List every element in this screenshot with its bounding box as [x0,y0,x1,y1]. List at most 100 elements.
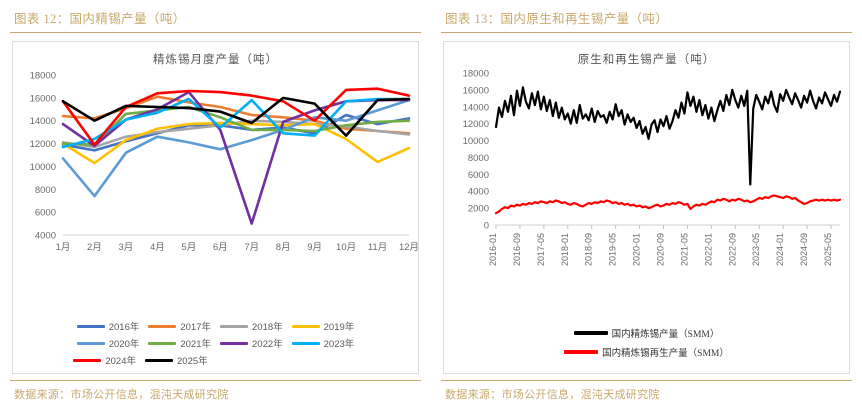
y-axis-tick-label: 2000 [468,204,489,215]
legend-item-label: 2019年 [323,322,355,333]
series-line-国内精炼锡再生产量（SMM） [494,194,842,215]
legend-item-label: 2022年 [252,339,283,350]
left-caption-rule [10,32,421,33]
legend-item-2025年[interactable]: 2025年 [145,353,208,367]
y-axis-tick-label: 14000 [463,102,489,113]
left-figure-panel: 图表 12：国内精锡产量（吨） 精炼锡月度产量（吨） 4000 6000 8000 1… [10,12,421,401]
right-source-note: 数据来源：市场公开信息，混沌天成研究院 [445,389,660,401]
legend-item-label: 2023年 [323,339,355,350]
series-line-2021年 [61,105,411,146]
x-axis-tick-label: 2020-01 [632,233,642,266]
legend-swatch-icon [220,324,248,328]
legend-row-2: 2020年 2021年 2022年 2023年 [13,336,418,350]
x-axis-tick-label: 2019-05 [608,233,618,266]
legend-swatch-icon [220,341,248,345]
legend-swatch-icon [73,358,102,362]
right-plot-area: 0 2000 4000 6000 8000 10000 12000 14000 16000 180… [444,67,849,294]
legend-item-label: 2024年 [105,356,136,367]
legend-item-label: 2018年 [252,322,283,333]
legend-item-2022年[interactable]: 2022年 [220,336,283,350]
legend-row-1: 2016年 2017年 2018年 2019年 [13,319,418,333]
x-axis-tick-label: 2016-01 [488,233,498,266]
left-chart-title: 精炼锡月度产量（吨） [153,54,278,66]
right-chart-svg: 0 2000 4000 6000 8000 10000 12000 14000 16000 180… [463,69,842,266]
left-source-rule [10,380,421,381]
x-axis-tick-label: 2016-09 [512,233,522,266]
y-axis-tick-label: 10000 [30,162,56,173]
legend-item-label: 2020年 [108,339,140,350]
y-axis-tick-label: 16000 [30,93,56,104]
legend-swatch-icon [291,341,320,345]
legend-item-2018年[interactable]: 2018年 [220,319,283,333]
x-axis-tick-label: 2025-05 [823,233,833,266]
left-figure-caption: 图表 12：国内精锡产量（吨） [14,12,186,26]
y-axis-tick-label: 0 [484,221,489,232]
y-axis-tick-label: 14000 [30,116,56,127]
x-axis-tick-label: 4月 [150,242,165,253]
legend-swatch-icon [573,331,608,335]
x-axis-tick-label: 2022-01 [703,233,713,266]
legend-swatch-icon [76,341,105,345]
x-axis-tick-label: 6月 [213,242,228,253]
x-axis-tick-label: 1月 [56,242,71,253]
y-axis-tick-label: 8000 [35,185,56,196]
x-axis-tick-label: 3月 [119,242,134,253]
right-caption-rule [441,32,852,33]
y-axis-tick-label: 12000 [463,119,489,130]
y-axis-tick-label: 4000 [35,231,56,242]
x-axis-tick-label: 2024-01 [775,233,785,266]
legend-item-国内精炼锡产量（SMM）[interactable]: 国内精炼锡产量（SMM） [573,326,720,340]
legend-swatch-icon [291,324,320,328]
x-axis-tick-label: 12月 [399,242,418,253]
right-figure-caption: 图表 13：国内原生和再生锡产量（吨） [445,12,669,26]
left-source-note: 数据来源：市场公开信息，混沌天成研究院 [14,389,229,401]
legend-swatch-icon [76,324,105,328]
legend-swatch-icon [148,341,177,345]
x-axis-tick-label: 2023-05 [751,233,761,266]
legend-item-label: 国内精炼锡产量（SMM） [611,330,720,340]
x-axis-tick-label: 2022-09 [727,233,737,266]
y-axis-tick-label: 8000 [468,153,489,164]
right-chart-container: 原生和再生锡产量（吨） 0 2000 4000 6000 8000 10000 12000 1… [443,41,850,374]
x-axis-tick-label: 2018-01 [560,233,570,266]
series-line-国内精炼锡产量（SMM） [494,86,842,186]
x-axis-tick-label: 2020-09 [656,233,666,266]
x-axis-tick-label: 10月 [336,242,356,253]
legend-item-2017年[interactable]: 2017年 [148,319,211,333]
y-axis-tick-label: 6000 [468,170,489,181]
x-axis-tick-label: 2018-09 [584,233,594,266]
y-axis-tick-label: 6000 [35,208,56,219]
series-line-2025年 [61,96,411,137]
left-chart-legend: 2016年 2017年 2018年 2019年 2020年 2021年 2022年 2023… [13,316,418,367]
legend-item-2023年[interactable]: 2023年 [291,336,355,350]
right-source-rule [441,380,852,381]
x-axis-tick-label: 2017-05 [536,233,546,266]
series-line-2024年 [61,87,411,146]
x-axis-tick-label: 8月 [276,242,291,253]
legend-item-label: 2021年 [180,339,211,350]
legend-item-国内精炼锡再生产量（SMM）[interactable]: 国内精炼锡再生产量（SMM） [564,345,729,359]
x-axis-tick-label: 2021-05 [679,233,689,266]
y-axis-tick-label: 18000 [463,69,489,80]
legend-swatch-icon [145,358,173,362]
x-axis-tick-label: 2024-09 [799,233,809,266]
y-axis-tick-label: 4000 [468,187,489,198]
y-axis-tick-label: 12000 [30,139,56,150]
legend-item-label: 2025年 [177,356,208,367]
legend-item-2020年[interactable]: 2020年 [76,336,140,350]
legend-item-2021年[interactable]: 2021年 [148,336,211,350]
x-axis-tick-label: 7月 [244,242,259,253]
legend-item-label: 2016年 [108,322,140,333]
x-axis-tick-label: 5月 [181,242,196,253]
legend-item-2016年[interactable]: 2016年 [76,319,140,333]
legend-item-2024年[interactable]: 2024年 [73,353,136,367]
right-figure-panel: 图表 13：国内原生和再生锡产量（吨） 原生和再生锡产量（吨） 0 2000 400… [431,0,862,402]
y-axis-tick-label: 18000 [30,71,56,82]
legend-row-3: 2024年 2025年 [13,353,418,367]
legend-item-2019年[interactable]: 2019年 [291,319,355,333]
right-chart-title: 原生和再生锡产量（吨） [577,54,716,66]
left-chart-svg: 4000 6000 8000 10000 12000 14000 16000 18000 1月 2… [30,71,419,254]
legend-item-label: 2017年 [180,322,211,333]
y-axis-tick-label: 16000 [463,85,489,96]
